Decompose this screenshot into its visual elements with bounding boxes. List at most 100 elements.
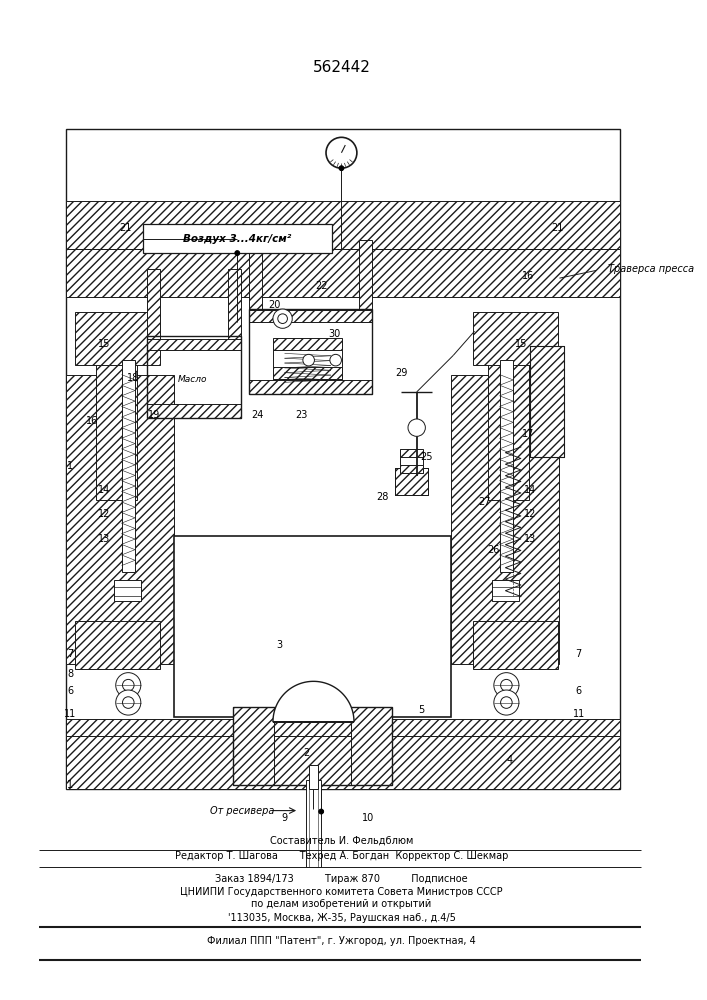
Bar — [351, 707, 392, 785]
Text: 21: 21 — [119, 223, 132, 233]
Bar — [249, 309, 373, 394]
Text: 22: 22 — [315, 281, 327, 291]
Circle shape — [303, 354, 315, 366]
Bar — [400, 449, 423, 457]
Circle shape — [339, 166, 344, 171]
Bar — [309, 780, 318, 867]
Text: 11: 11 — [64, 709, 76, 719]
Text: 12: 12 — [525, 509, 537, 519]
Bar — [174, 536, 451, 717]
Bar — [273, 367, 342, 379]
Bar — [75, 312, 160, 365]
Circle shape — [330, 354, 341, 366]
Text: 12: 12 — [98, 509, 110, 519]
Text: 19: 19 — [148, 410, 160, 420]
Bar — [273, 338, 342, 350]
Bar — [500, 360, 513, 572]
Circle shape — [501, 679, 512, 691]
Text: Филиал ППП "Патент", г. Ужгород, ул. Проектная, 4: Филиал ППП "Патент", г. Ужгород, ул. Про… — [207, 936, 476, 946]
Circle shape — [278, 314, 288, 323]
Text: 1: 1 — [67, 780, 74, 790]
Bar — [249, 240, 262, 322]
Text: 6: 6 — [575, 686, 582, 696]
Text: 10: 10 — [362, 813, 375, 823]
Bar — [146, 339, 241, 350]
Text: Заказ 1894/173          Тираж 870          Подписное: Заказ 1894/173 Тираж 870 Подписное — [215, 874, 468, 884]
Text: 14: 14 — [98, 485, 110, 495]
Circle shape — [235, 251, 240, 255]
Polygon shape — [273, 681, 354, 722]
Text: 27: 27 — [478, 497, 491, 507]
Text: Воздух 3...4кг/см²: Воздух 3...4кг/см² — [183, 234, 291, 244]
Text: Редактор Т. Шагова       Техред А. Богдан  Корректор С. Шекмар: Редактор Т. Шагова Техред А. Богдан Корр… — [175, 851, 508, 861]
Text: 18: 18 — [127, 373, 139, 383]
Text: 562442: 562442 — [312, 60, 370, 75]
Bar — [66, 201, 620, 249]
Circle shape — [116, 690, 141, 715]
Bar — [233, 707, 274, 785]
Text: 7: 7 — [575, 649, 582, 659]
Text: 26: 26 — [488, 545, 500, 555]
Bar — [488, 331, 529, 500]
Circle shape — [494, 673, 519, 698]
Circle shape — [494, 690, 519, 715]
Bar — [146, 336, 241, 418]
Circle shape — [326, 137, 357, 168]
Bar — [96, 331, 137, 500]
Bar — [492, 580, 519, 601]
Bar — [530, 346, 564, 457]
Circle shape — [122, 697, 134, 708]
Text: Масло: Масло — [178, 375, 208, 384]
Text: 11: 11 — [573, 709, 585, 719]
Circle shape — [116, 673, 141, 698]
Bar — [66, 249, 620, 297]
Text: 25: 25 — [420, 452, 433, 462]
Text: 1: 1 — [67, 461, 74, 471]
Text: 8: 8 — [67, 669, 74, 679]
Text: 23: 23 — [295, 410, 307, 420]
Text: 13: 13 — [525, 534, 537, 544]
Bar — [66, 129, 620, 789]
Text: 9: 9 — [281, 813, 288, 823]
Text: 20: 20 — [269, 300, 281, 310]
Text: ЦНИИПИ Государственного комитета Совета Министров СССР: ЦНИИПИ Государственного комитета Совета … — [180, 887, 503, 897]
Text: по делам изобретений и открытий: по делам изобретений и открытий — [251, 899, 431, 909]
Bar — [75, 621, 160, 669]
Text: 5: 5 — [419, 705, 425, 715]
Text: Составитель И. Фельдблюм: Составитель И. Фельдблюм — [270, 835, 413, 845]
Text: 4: 4 — [506, 755, 513, 765]
Bar — [305, 780, 321, 867]
Text: 15: 15 — [515, 339, 527, 349]
Text: 6: 6 — [67, 686, 74, 696]
Bar — [472, 312, 558, 365]
Bar — [309, 765, 318, 789]
Text: 28: 28 — [377, 492, 389, 502]
Bar — [66, 719, 620, 736]
Text: 15: 15 — [98, 339, 110, 349]
Bar — [143, 224, 332, 253]
Bar — [66, 736, 620, 789]
Circle shape — [501, 697, 512, 708]
Text: 21: 21 — [551, 223, 563, 233]
Bar — [395, 468, 428, 495]
Text: 14: 14 — [525, 485, 537, 495]
Text: 13: 13 — [98, 534, 110, 544]
Circle shape — [273, 309, 292, 328]
Bar — [472, 621, 558, 669]
Bar — [66, 375, 174, 664]
Bar — [249, 380, 373, 394]
Text: 16: 16 — [522, 271, 534, 281]
Bar — [228, 269, 241, 350]
Text: 16: 16 — [86, 416, 98, 426]
Text: 17: 17 — [522, 429, 534, 439]
Bar — [530, 346, 564, 457]
Bar — [400, 465, 423, 473]
Bar — [146, 269, 160, 350]
Bar — [400, 452, 423, 473]
Bar — [249, 310, 373, 322]
Circle shape — [408, 419, 426, 436]
Text: 29: 29 — [395, 368, 407, 378]
Text: 3: 3 — [276, 640, 283, 650]
Text: От ресивера: От ресивера — [210, 806, 274, 816]
Text: 7: 7 — [67, 649, 74, 659]
